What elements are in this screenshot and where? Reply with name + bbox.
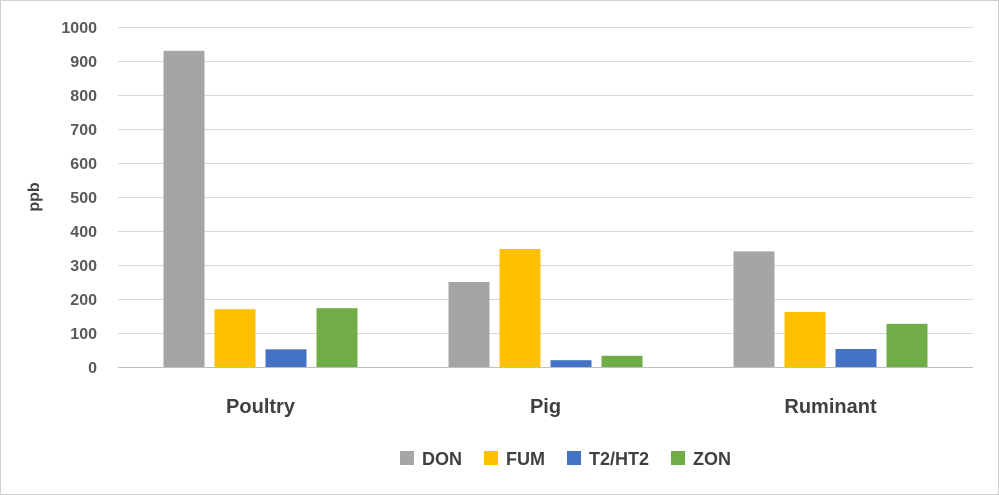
legend-item-fum: FUM bbox=[483, 449, 545, 469]
bar-poultry-zon bbox=[316, 308, 358, 367]
bar-poultry-fum bbox=[214, 309, 256, 367]
gridlines bbox=[118, 27, 973, 368]
y-tick-label-200: 200 bbox=[70, 292, 97, 309]
legend-swatch bbox=[671, 451, 686, 465]
legend-label: ZON bbox=[693, 449, 731, 469]
y-tick-label-700: 700 bbox=[70, 122, 97, 139]
bar-ruminant-zon bbox=[886, 323, 928, 367]
category-label-pig: Pig bbox=[530, 396, 561, 418]
y-axis-tick-labels: 0 100 200 300 400 500 600 700 800 900 1000 bbox=[61, 20, 97, 377]
bar-poultry-don bbox=[163, 50, 205, 368]
category-label-poultry: Poultry bbox=[226, 396, 296, 418]
legend-swatch bbox=[483, 451, 498, 465]
y-tick-label-400: 400 bbox=[70, 224, 97, 241]
bar-pig-zon bbox=[601, 355, 643, 367]
y-tick-label-500: 500 bbox=[70, 190, 97, 207]
legend-label: DON bbox=[422, 449, 462, 469]
bar-poultry-t2-ht2 bbox=[265, 349, 307, 367]
y-axis-title: ppb bbox=[26, 182, 43, 212]
y-tick-label-600: 600 bbox=[70, 156, 97, 173]
legend-label: FUM bbox=[506, 449, 545, 469]
bar-pig-t2-ht2 bbox=[550, 360, 592, 367]
legend-swatch bbox=[399, 451, 414, 465]
x-axis-category-labels: Poultry Pig Ruminant bbox=[226, 396, 877, 418]
legend: DON FUM T2/HT2 ZON bbox=[399, 449, 731, 469]
bar-ruminant-don bbox=[733, 251, 775, 367]
bar-ruminant-t2-ht2 bbox=[835, 348, 877, 367]
y-tick-label-0: 0 bbox=[88, 360, 97, 377]
legend-item-zon: ZON bbox=[671, 449, 731, 469]
bars bbox=[163, 50, 928, 368]
y-tick-label-1000: 1000 bbox=[61, 20, 97, 37]
category-label-ruminant: Ruminant bbox=[784, 396, 877, 418]
legend-swatch bbox=[566, 451, 581, 465]
bar-ruminant-fum bbox=[784, 311, 826, 367]
y-tick-label-900: 900 bbox=[70, 54, 97, 71]
bar-pig-don bbox=[448, 282, 490, 367]
y-tick-label-300: 300 bbox=[70, 258, 97, 275]
y-tick-label-100: 100 bbox=[70, 326, 97, 343]
legend-item-t2-ht2: T2/HT2 bbox=[566, 449, 649, 469]
legend-label: T2/HT2 bbox=[589, 449, 649, 469]
bar-pig-fum bbox=[499, 249, 541, 367]
y-tick-label-800: 800 bbox=[70, 88, 97, 105]
legend-item-don: DON bbox=[399, 449, 462, 469]
